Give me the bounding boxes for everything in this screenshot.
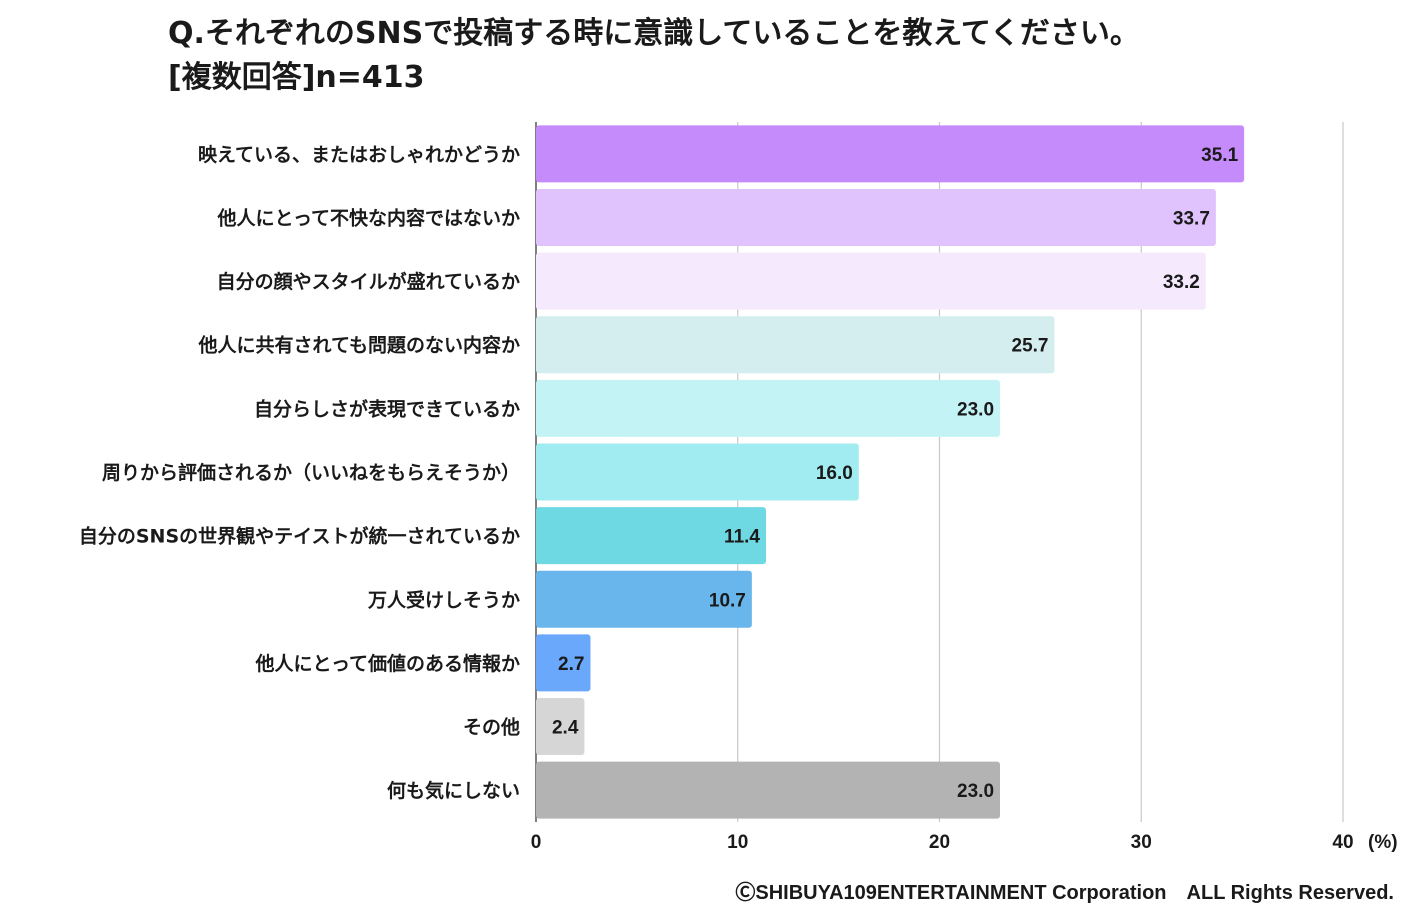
- data-label: 35.1: [1201, 145, 1238, 166]
- category-label: 他人にとって価値のある情報か: [255, 652, 520, 675]
- x-tick-label: 40: [1332, 832, 1353, 853]
- category-label: 何も気にしない: [387, 779, 520, 802]
- category-label: 自分のSNSの世界観やテイストが統一されているか: [79, 525, 520, 548]
- x-tick-label: 10: [727, 832, 748, 853]
- data-label: 10.7: [709, 590, 746, 611]
- data-label: 23.0: [957, 781, 994, 802]
- category-label: 映えている、またはおしゃれかどうか: [198, 144, 520, 166]
- data-label: 25.7: [1012, 336, 1049, 357]
- data-label: 2.4: [552, 718, 579, 739]
- bar: [536, 316, 1055, 374]
- category-label: 万人受けしそうか: [367, 588, 520, 611]
- bar: [536, 443, 859, 501]
- chart-title: Q.それぞれのSNSで投稿する時に意識していることを教えてください。: [168, 16, 1140, 51]
- x-tick-label: 30: [1131, 832, 1152, 853]
- bar: [536, 761, 1001, 819]
- bars: 35.1 33.7 33.2 25.7 23.0 16.0 11.4 10.7 2.7 2.4 23…: [536, 125, 1245, 819]
- bar: [536, 125, 1245, 183]
- x-axis: (%) 0 10 20 30 40: [531, 832, 1398, 853]
- bar: [536, 379, 1001, 437]
- data-label: 33.2: [1163, 272, 1200, 293]
- category-label: 自分の顔やスタイルが盛れているか: [217, 270, 520, 293]
- bar: [536, 570, 752, 628]
- data-label: 11.4: [724, 527, 760, 548]
- bar: [536, 252, 1206, 310]
- data-label: 33.7: [1173, 208, 1210, 229]
- bar: [536, 188, 1216, 246]
- data-label: 23.0: [957, 399, 994, 420]
- chart-title-block: Q.それぞれのSNSで投稿する時に意識していることを教えてください。 [複数回答…: [168, 12, 1140, 100]
- x-tick-label: 0: [531, 832, 542, 853]
- x-tick-label: 20: [929, 832, 950, 853]
- category-label: 他人に共有されても問題のない内容か: [198, 334, 520, 357]
- data-label: 2.7: [558, 654, 584, 675]
- category-label: 周りから評価されるか（いいねをもらえそうか）: [102, 461, 520, 484]
- copyright-text: ⒸSHIBUYA109ENTERTAINMENT Corporation ALL…: [735, 882, 1394, 904]
- category-label: その他: [463, 716, 520, 739]
- chart-subtitle: [複数回答]n=413: [168, 60, 425, 95]
- bar-chart: 35.1 33.7 33.2 25.7 23.0 16.0 11.4 10.7 2.7 2.4 23…: [79, 122, 1398, 853]
- bar: [536, 507, 766, 565]
- x-axis-unit: (%): [1368, 832, 1398, 853]
- category-label: 自分らしさが表現できているか: [254, 397, 520, 420]
- data-label: 16.0: [816, 463, 853, 484]
- bar: [536, 698, 585, 756]
- bar: [536, 634, 591, 692]
- category-label: 他人にとって不快な内容ではないか: [217, 206, 520, 229]
- category-labels: 映えている、またはおしゃれかどうか他人にとって不快な内容ではないか自分の顔やスタ…: [79, 144, 520, 802]
